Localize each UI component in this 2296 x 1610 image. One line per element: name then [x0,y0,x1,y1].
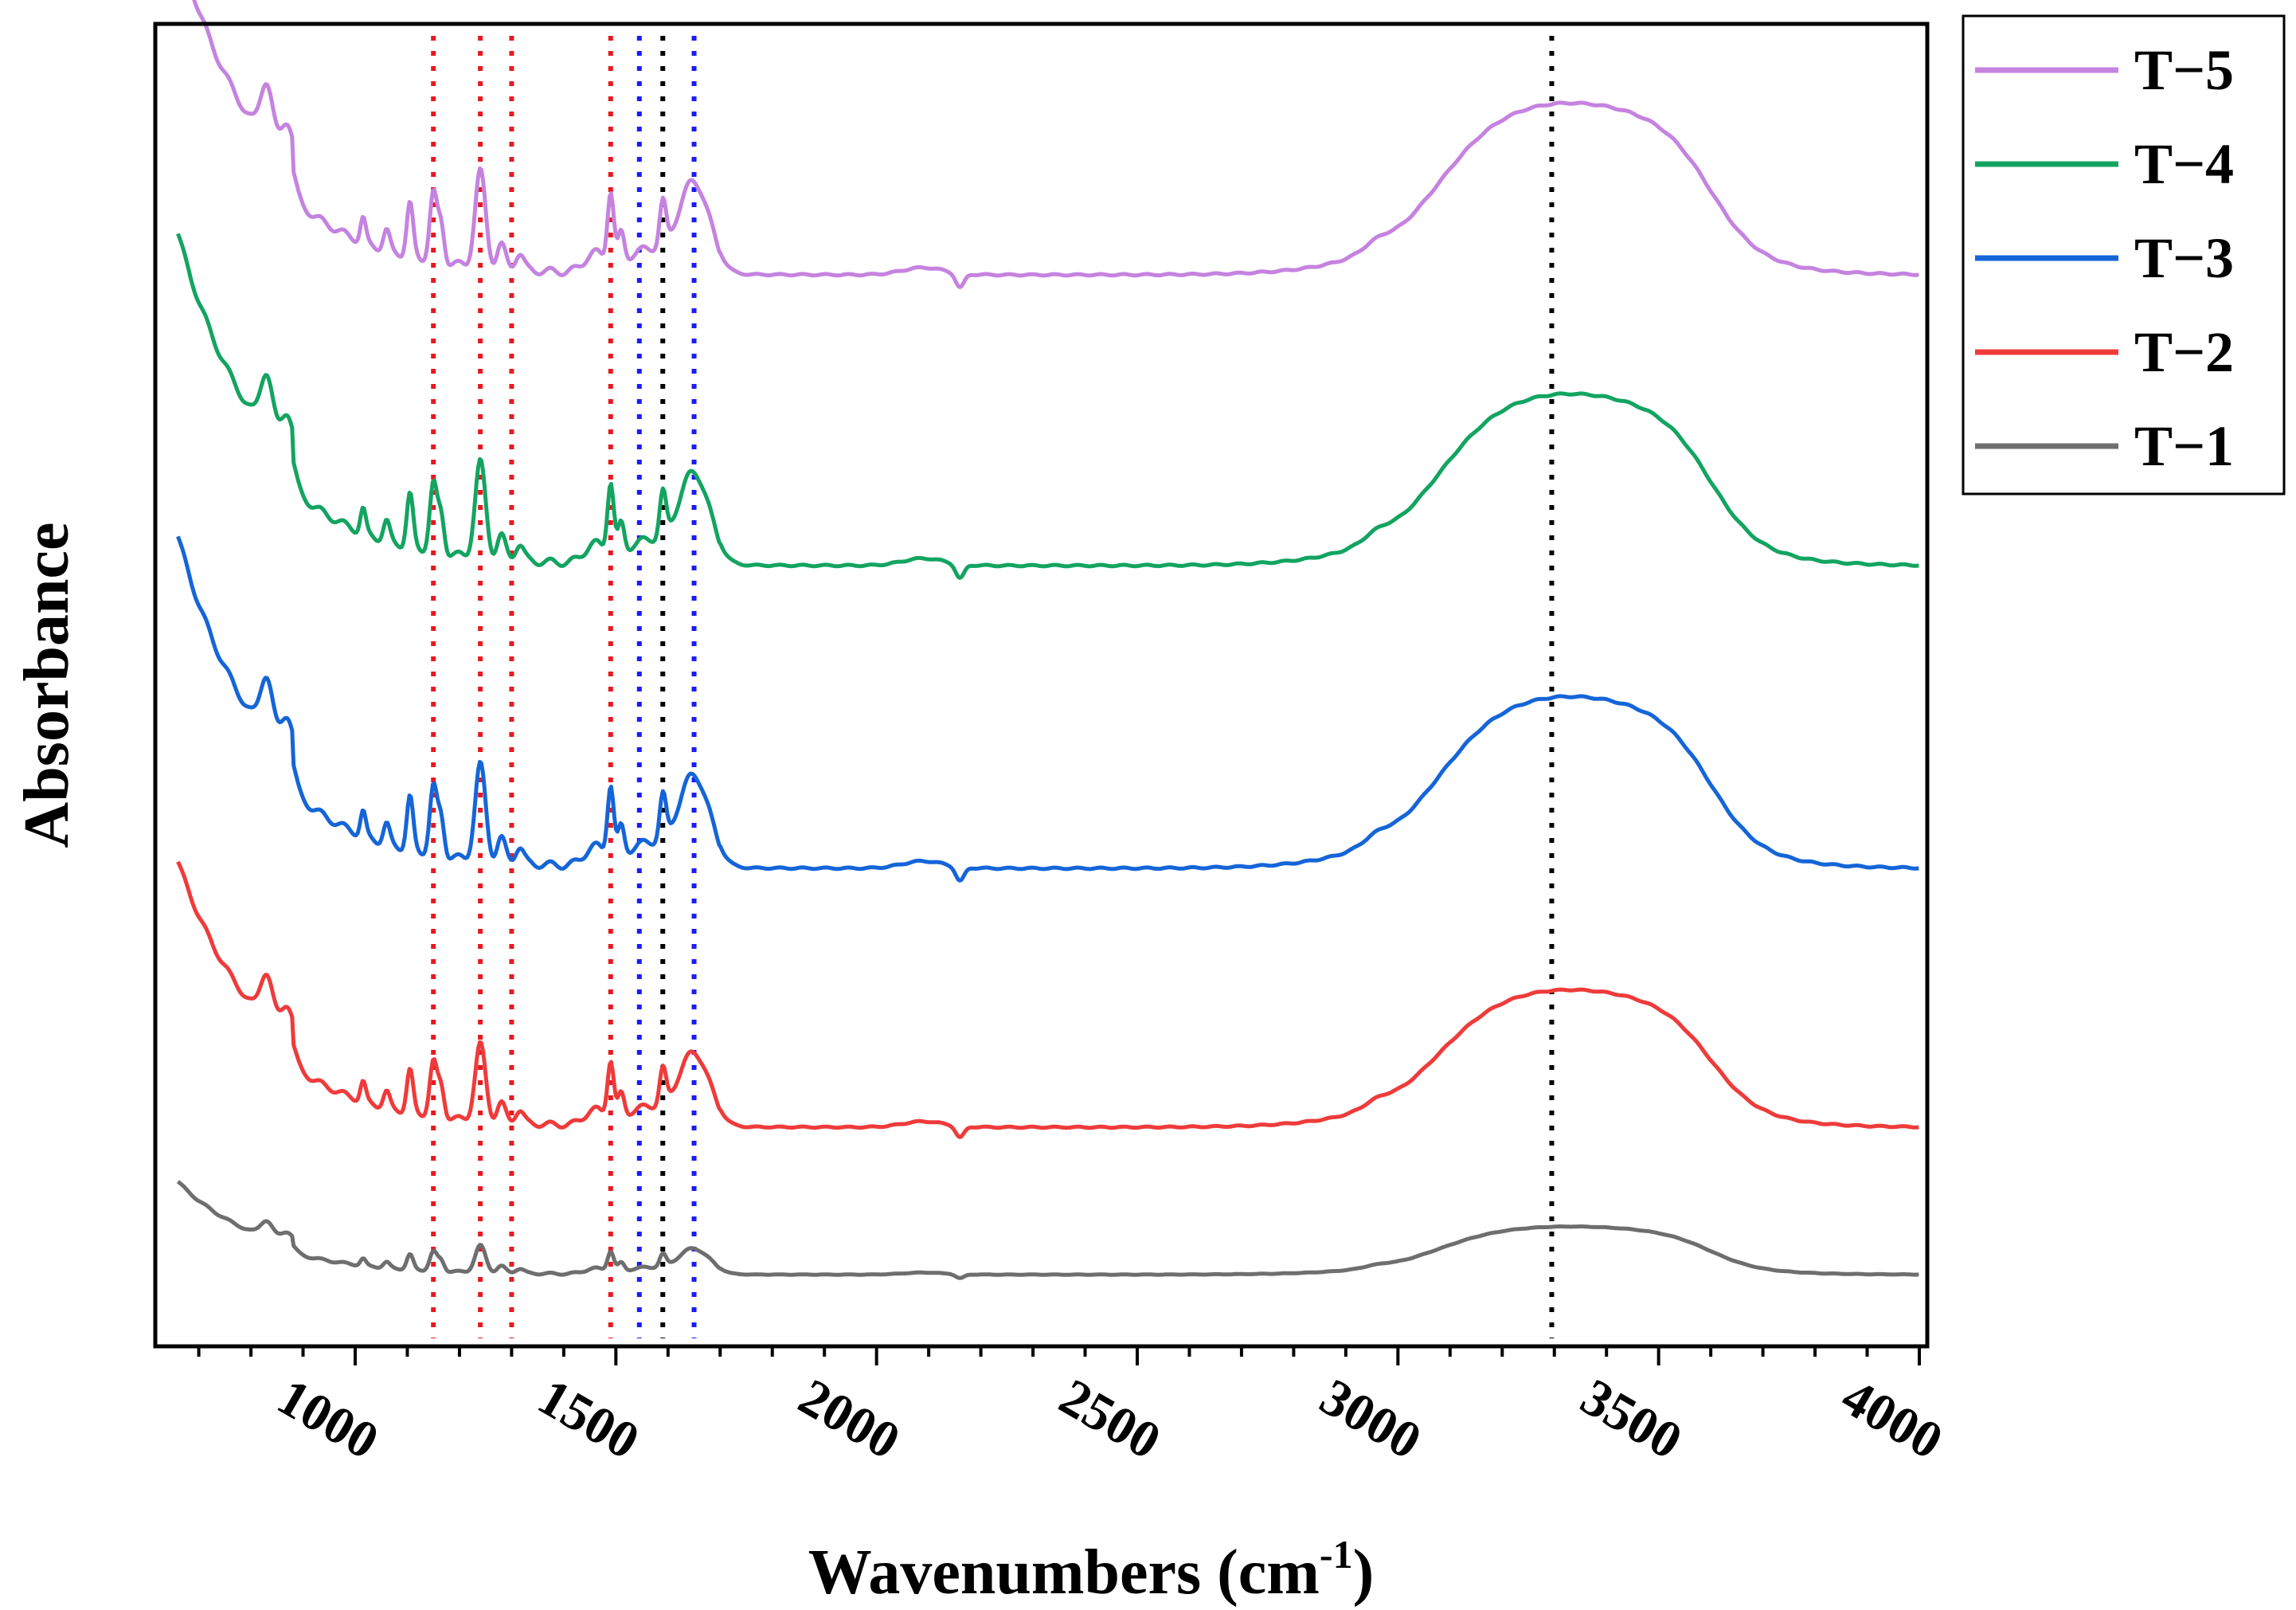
series-line-t4 [176,233,1919,580]
y-axis-title: Absorbance [12,523,82,848]
series-line-t3 [176,535,1919,883]
x-tick-label: 1500 [529,1368,649,1471]
x-axis-title: Wavenumbers (cm-1) [808,1532,1374,1608]
x-axis-title-main: Wavenumbers (cm [808,1538,1320,1608]
plot-frame [153,22,1930,1349]
x-axis-title-close: ) [1353,1538,1375,1608]
series-line-t1 [176,1180,1919,1280]
x-axis: 1000 1500 2000 2500 3000 3500 4000 [197,1346,1952,1471]
legend-label: T−4 [2134,132,2234,196]
legend-label: T−2 [2134,320,2234,384]
x-tick-label: 3500 [1571,1368,1692,1471]
series-layer [176,0,1919,1280]
series-line-t5 [192,0,1919,289]
x-tick-label: 4000 [1832,1368,1952,1471]
x-tick-label: 2500 [1050,1368,1170,1471]
x-tick-label: 3000 [1311,1368,1431,1471]
legend-label: T−3 [2134,226,2234,290]
reference-lines [431,36,1555,1338]
x-tick-label: 2000 [789,1368,909,1471]
legend-box [1962,14,2286,496]
legend-label: T−1 [2134,414,2234,478]
legend-label: T−5 [2134,38,2234,102]
x-tick-label: 1000 [268,1368,388,1471]
series-line-t2 [176,860,1919,1139]
x-axis-title-sup: -1 [1320,1532,1353,1577]
legend: T−5 T−4 T−3 T−2 T−1 [1962,14,2286,496]
